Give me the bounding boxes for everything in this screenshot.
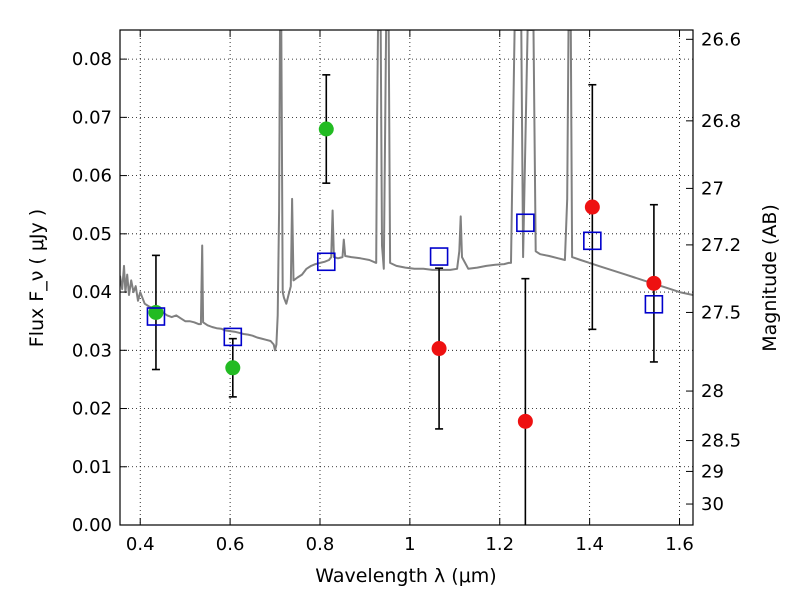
model-spectrum-line [120,30,693,352]
plot-frame [119,29,694,526]
y-tick-label: 0.01 [72,457,112,478]
data-point-red [646,275,662,291]
y2-tick-label: 26.8 [701,111,741,132]
model-photometry-layer [146,213,664,347]
y-tick-label: 0.08 [72,49,112,70]
y2-tick-label: 27.5 [701,302,741,323]
y2-tick-label: 29 [701,461,724,482]
model-photometry-square [429,247,449,266]
y-tick-label: 0.06 [72,166,112,187]
y2-tick-label: 27.2 [701,235,741,256]
model-photometry-square [644,294,664,314]
y-axis-label: Flux F_ν ( μJy ) [26,209,48,347]
tick-marks [120,30,693,526]
x-tick-label: 0.8 [306,534,335,555]
y2-axis-label: Magnitude (AB) [759,204,781,352]
y2-tick-label: 28 [701,381,724,402]
data-point-red [431,341,447,357]
model-spectrum-layer [120,30,693,352]
x-tick-labels: 0.4 0.6 0.8 1 1.2 1.4 1.6 [126,534,694,555]
y2-tick-labels: 26.6 26.8 27 27.2 27.5 28 28.5 29 30 [701,29,741,515]
model-photometry-square [146,307,166,326]
y-tick-label: 0.03 [72,340,112,361]
y-tick-label: 0.02 [72,399,112,420]
data-point-red [584,199,600,215]
y-tick-label: 0.00 [72,515,112,536]
x-tick-label: 1.2 [485,534,514,555]
y-tick-label: 0.07 [72,107,112,128]
data-point-green [225,360,241,376]
x-tick-label: 1.6 [665,534,694,555]
x-tick-label: 1.4 [575,534,604,555]
data-point-green [318,121,334,137]
x-tick-label: 1 [404,534,415,555]
y2-tick-label: 28.5 [701,431,741,452]
model-photometry-square [223,327,243,347]
model-photometry-square [516,213,535,233]
y-tick-label: 0.05 [72,224,112,245]
y-tick-labels: 0.00 0.01 0.02 0.03 0.04 0.05 0.06 0.07 0.08 [72,49,112,536]
x-tick-label: 0.6 [216,534,245,555]
y2-tick-label: 26.6 [701,29,741,50]
plot-background [120,30,693,525]
model-photometry-square [583,231,602,251]
x-axis-label: Wavelength λ (μm) [315,565,496,587]
x-tick-label: 0.4 [126,534,155,555]
y-tick-label: 0.04 [72,282,112,303]
y2-tick-label: 30 [701,494,724,515]
grid-lines [120,30,693,526]
model-photometry-square [316,252,336,272]
data-point-green [148,304,164,320]
point-layer [148,121,662,429]
y2-tick-label: 27 [701,178,724,199]
data-point-red [517,413,533,429]
